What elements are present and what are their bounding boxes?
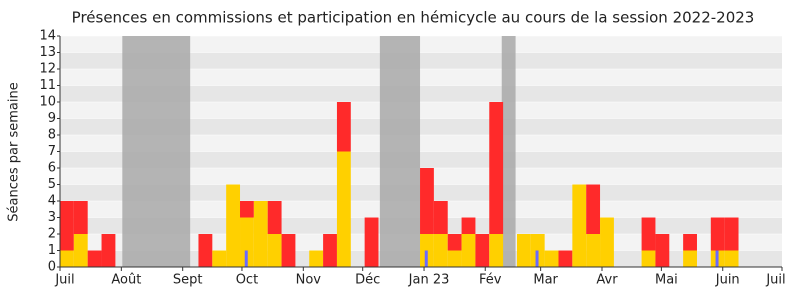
bar-segment: [73, 201, 88, 234]
bar-segment: [683, 234, 697, 251]
bar-segment: [655, 234, 670, 267]
grid-band: [60, 135, 782, 152]
bar-segment: [212, 250, 227, 267]
y-tick-label: 13: [39, 45, 56, 60]
bar-segment: [475, 234, 490, 267]
vacation-band: [379, 36, 421, 267]
x-tick-label: Déc: [355, 273, 380, 288]
marker: [424, 250, 428, 267]
x-tick-label: Jan 23: [408, 273, 450, 288]
bar-segment: [253, 201, 268, 267]
bar-segment: [558, 250, 573, 267]
bar-segment: [683, 250, 697, 267]
bar-segment: [600, 217, 614, 267]
bar-segment: [489, 102, 504, 234]
bar-segment: [267, 201, 282, 234]
vacation-band: [501, 36, 516, 267]
bar-segment: [724, 250, 739, 267]
bar-segment: [240, 217, 254, 267]
x-tick-label: Juin: [715, 273, 740, 288]
grid-band: [60, 118, 782, 135]
bar-segment: [724, 217, 739, 251]
grid-band: [60, 102, 782, 119]
bar-segment: [572, 184, 587, 267]
bar-segment: [586, 184, 601, 234]
y-tick-label: 9: [48, 111, 56, 126]
y-tick-label: 1: [48, 243, 56, 258]
bar-segment: [433, 234, 448, 267]
bar-segment: [516, 234, 531, 267]
bar-segment: [336, 151, 351, 267]
y-tick-label: 10: [39, 95, 56, 110]
x-tick-label: Mar: [533, 273, 558, 288]
bar-segment: [641, 250, 656, 267]
y-tick-label: 12: [39, 62, 56, 77]
x-tick-label: Fév: [479, 273, 502, 288]
x-tick-label: Juil: [54, 273, 74, 288]
x-tick-label: Sept: [173, 273, 203, 288]
bar-segment: [226, 184, 241, 267]
grid-band: [60, 36, 782, 53]
bar-segment: [323, 234, 337, 267]
bar-segment: [461, 234, 476, 267]
y-tick-label: 14: [39, 29, 56, 44]
bar-segment: [101, 234, 116, 267]
bar-segment: [198, 234, 213, 267]
bar-segment: [364, 217, 379, 267]
bar-segment: [447, 234, 462, 251]
bar-segment: [87, 250, 102, 267]
y-tick-label: 6: [48, 161, 56, 176]
x-tick-label: Août: [111, 273, 141, 288]
bar-segment: [309, 250, 324, 267]
bar-segment: [641, 217, 656, 251]
y-tick-label: 11: [39, 78, 56, 93]
bar-segment: [73, 234, 88, 267]
chart-title: Présences en commissions et participatio…: [72, 9, 755, 27]
marker: [244, 250, 248, 267]
bar-segment: [710, 217, 725, 251]
bar-segment: [60, 250, 74, 267]
x-tick-label: Oct: [236, 273, 258, 288]
x-tick-label: Juil: [765, 273, 785, 288]
y-tick-label: 3: [48, 210, 56, 225]
bar-segment: [420, 168, 434, 234]
x-tick-label: Nov: [296, 273, 322, 288]
bar-segment: [336, 102, 351, 152]
y-tick-label: 0: [48, 260, 56, 275]
y-tick-label: 8: [48, 128, 56, 143]
grid-band: [60, 85, 782, 102]
vacation-band: [122, 36, 191, 267]
marker: [715, 250, 719, 267]
x-tick-label: Avr: [596, 273, 618, 288]
y-tick-label: 2: [48, 227, 56, 242]
bar-segment: [447, 250, 462, 267]
bar-segment: [586, 234, 601, 267]
grid-band: [60, 151, 782, 168]
grid-band: [60, 52, 782, 69]
bar-segment: [461, 217, 476, 234]
y-tick-label: 5: [48, 177, 56, 192]
bar-segment: [267, 234, 282, 267]
bar-segment: [281, 234, 296, 267]
bar-segment: [544, 250, 559, 267]
y-axis-label: Séances par semaine: [7, 82, 22, 221]
marker: [535, 250, 539, 267]
bar-segment: [240, 201, 254, 218]
x-tick-label: Mai: [655, 273, 678, 288]
grid-band: [60, 69, 782, 86]
bar-segment: [60, 201, 74, 251]
bar-segment: [489, 234, 504, 267]
bar-segment: [433, 201, 448, 234]
y-tick-label: 4: [48, 194, 56, 209]
y-tick-label: 7: [48, 144, 56, 159]
